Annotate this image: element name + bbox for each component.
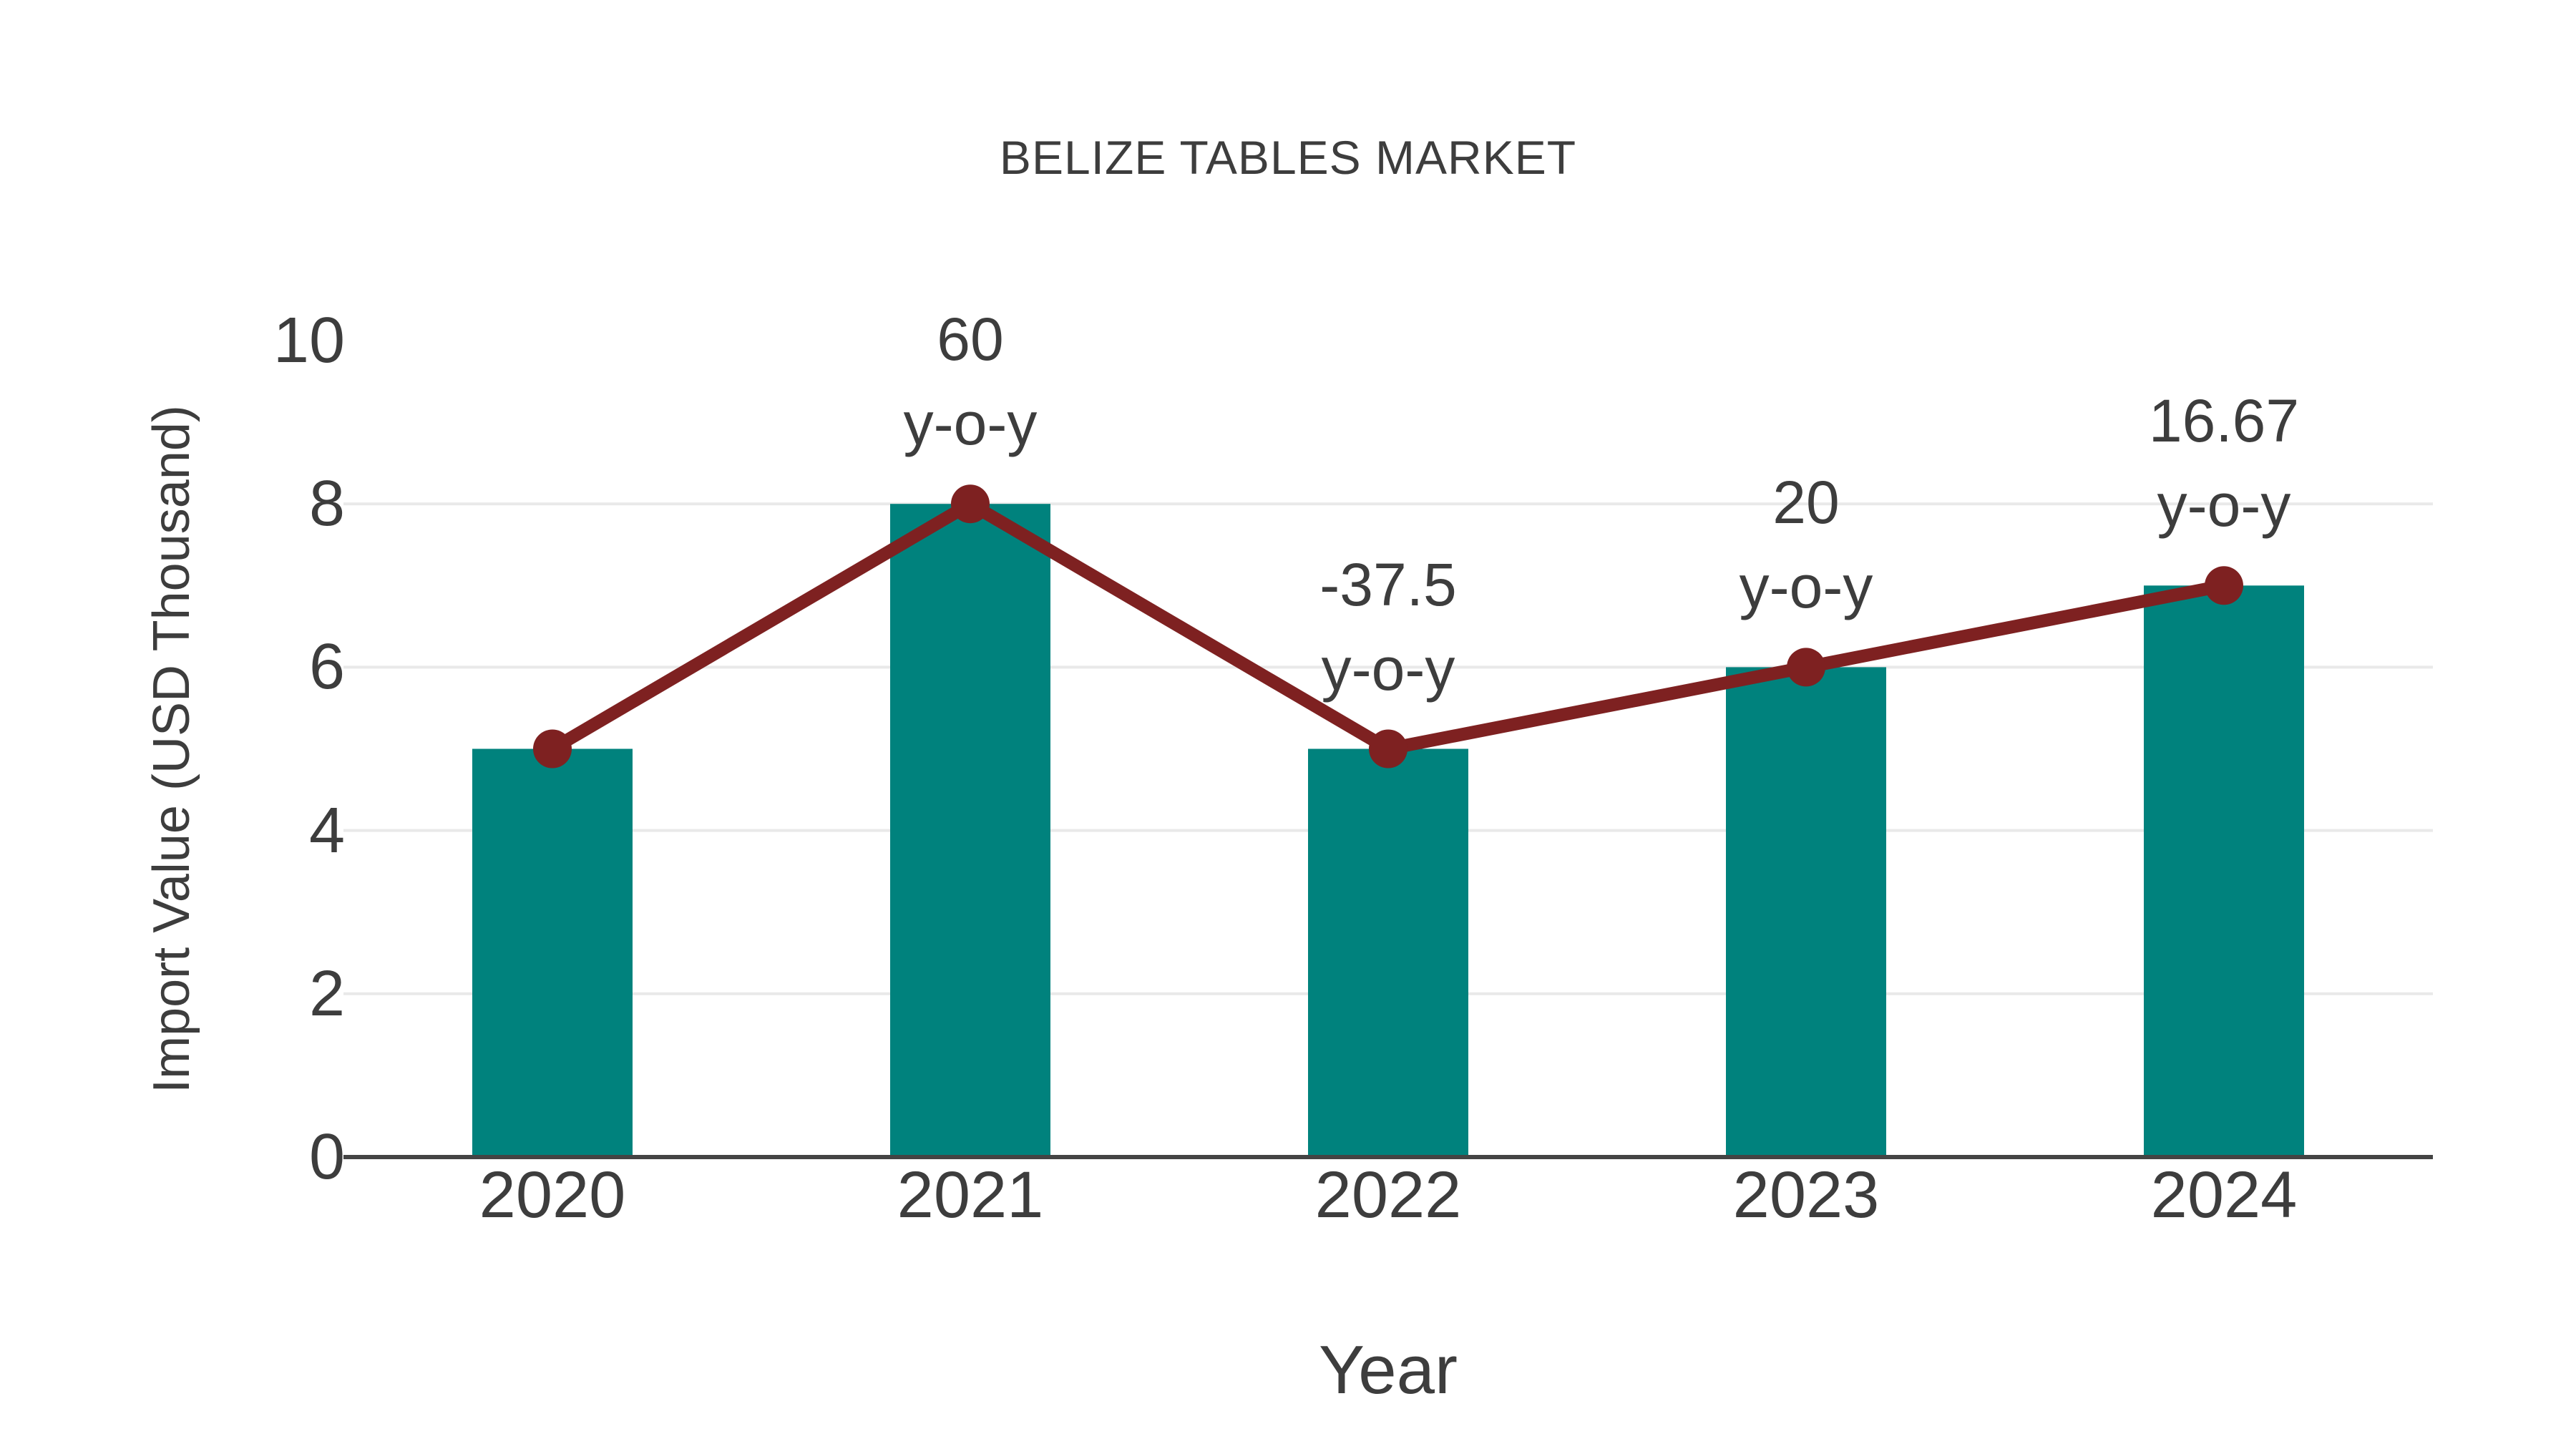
annotation-2022-line1: -37.5 [1319,550,1457,618]
annotation-2023-line2: y-o-y [1739,553,1873,621]
x-tick-label-2023: 2023 [1732,1158,1880,1231]
trend-line [549,496,2225,756]
x-tick-label-2020: 2020 [479,1158,626,1231]
y-tick-label-8: 8 [308,468,345,540]
marker-2024 [2205,566,2243,605]
chart-title: BELIZE TABLES MARKET [999,131,1577,184]
marker-2020 [533,729,572,769]
marker-2021 [951,484,990,524]
y-tick-label-0: 0 [308,1121,345,1193]
y-tick-label-10: 10 [273,305,345,376]
annotation-2021-line2: y-o-y [903,390,1038,458]
bar-2023 [1726,667,1886,1157]
x-tick-label-2024: 2024 [2150,1158,2298,1231]
annotation-2024-line1: 16.67 [2148,387,2300,455]
x-axis-title: Year [1319,1332,1458,1408]
annotation-2021-line1: 60 [937,306,1004,374]
bar-2024 [2144,585,2304,1157]
annotation-2022-line2: y-o-y [1321,635,1455,703]
marker-2022 [1369,729,1407,769]
annotation-2023-line1: 20 [1772,469,1840,537]
y-axis-title: Import Value (USD Thousand) [143,405,200,1093]
x-tick-label-2021: 2021 [897,1158,1044,1231]
bar-2020 [472,748,633,1157]
bar-2022 [1308,748,1468,1157]
y-tick-label-6: 6 [308,631,345,703]
marker-2023 [1787,648,1825,687]
annotation-2024-line2: y-o-y [2157,472,2291,540]
bar-2021 [890,504,1050,1157]
x-tick-label-2022: 2022 [1314,1158,1462,1231]
y-tick-label-2: 2 [308,957,345,1030]
y-tick-label-4: 4 [308,794,345,867]
